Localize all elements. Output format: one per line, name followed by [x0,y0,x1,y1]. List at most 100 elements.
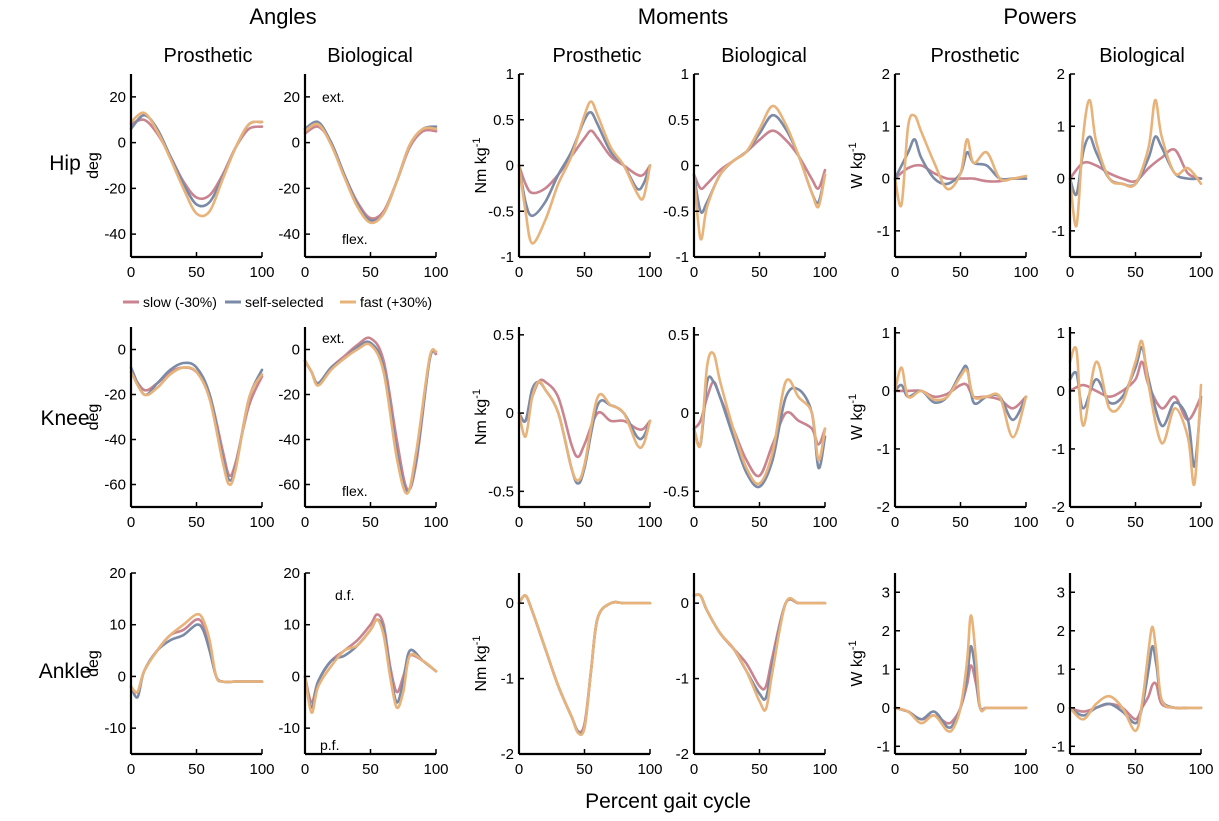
hip-moment-prosthetic-series-line [517,110,652,218]
subtitle-powers-prosthetic: Prosthetic [931,45,1020,67]
ankle-moment-biological-series-line [692,593,827,701]
ankle-moment-prosthetic-series-line [517,594,652,736]
hip-moment-biological-y-tick-label: 1 [681,66,689,83]
hip-power-biological-series-line [1068,98,1203,228]
row-label-ankle: Ankle [39,660,92,683]
ankle-angle-biological-y-tick-label: 10 [283,617,300,634]
ankle-power-biological-x-tick-label: 50 [1127,761,1144,778]
knee-angle-prosthetic-series-line [129,361,264,482]
knee-angle-biological-y-tick-label: -60 [278,477,300,494]
knee-power-biological-y-tick-label: 1 [1057,325,1065,342]
group-title-angles: Angles [249,4,316,29]
knee-power-biological-x-tick-label: 50 [1127,514,1144,531]
ankle-angle-prosthetic-y-tick-label: -10 [104,720,126,737]
ankle-power-prosthetic-series-line [893,644,1028,729]
figure-headers: Angles Moments Powers Prosthetic Biologi… [39,4,1185,813]
ankle-angle-prosthetic-y-label: deg [85,650,102,677]
knee-moment-biological-x-tick-label: 50 [751,514,768,531]
hip-moment-prosthetic-series-line [517,129,652,195]
knee-power-prosthetic-y-label: W kg-1 [847,394,866,440]
hip-power-biological-y-tick-label: 2 [1057,66,1065,83]
knee-angle-biological-y-tick-label: -40 [278,432,300,449]
knee-moment-biological-y-tick-label: -0.5 [663,483,689,500]
hip-power-biological-x-tick-label: 100 [1188,264,1213,281]
knee-power-biological-series-line [1068,345,1203,468]
hip-angle-biological-series-line [303,125,438,220]
knee-angle-biological-annotation: flex. [342,483,368,499]
hip-moment-prosthetic-x-tick-label: 50 [576,264,593,281]
hip-angle-prosthetic-y-tick-label: -20 [104,180,126,197]
ankle-power-biological-series-line [1068,625,1203,733]
ankle-moment-prosthetic-y-tick-label: -1 [501,671,514,688]
knee-angle-biological-series-line [303,336,438,492]
panel-knee-angle-prosthetic: 0 -20 -40 -60 0 50 100 deg [85,327,275,531]
knee-moment-prosthetic-x-tick-label: 100 [637,514,662,531]
ankle-moment-prosthetic-y-label: Nm kg-1 [471,635,490,691]
knee-angle-biological-y-tick-label: 0 [292,342,300,359]
knee-angle-prosthetic-y-label: deg [85,404,102,431]
knee-angle-prosthetic-series-line [129,366,264,478]
ankle-moment-biological-x-tick-label: 0 [690,761,698,778]
ankle-power-prosthetic-x-tick-label: 100 [1013,761,1038,778]
knee-power-prosthetic-y-tick-label: 0 [882,383,890,400]
panel-hip-moment-biological: 10.50-0.5-10 50 100 [663,66,837,281]
subtitle-moments-biological: Biological [721,45,807,67]
hip-power-prosthetic-y-tick-label: -1 [877,223,890,240]
knee-moment-prosthetic-y-tick-label: -0.5 [488,483,514,500]
hip-power-prosthetic-x-tick-label: 0 [891,264,899,281]
group-title-powers: Powers [1003,4,1076,29]
hip-moment-biological-series-line [692,104,827,241]
knee-power-prosthetic-series-line [893,366,1028,439]
hip-angle-biological-annotation: flex. [342,231,368,247]
hip-power-prosthetic-x-tick-label: 100 [1013,264,1038,281]
hip-angle-biological-annotation: ext. [322,89,345,105]
hip-angle-biological-y-tick-label: -40 [278,226,300,243]
hip-moment-prosthetic-x-tick-label: 100 [637,264,662,281]
hip-angle-prosthetic-y-tick-label: 20 [109,89,126,106]
knee-power-prosthetic-y-label-exponent: -1 [847,394,859,404]
knee-angle-biological-x-tick-label: 0 [301,514,309,531]
knee-angle-prosthetic-x-tick-label: 50 [188,514,205,531]
hip-power-biological-x-tick-label: 50 [1127,264,1144,281]
knee-power-biological-y-tick-label: -1 [1052,441,1065,458]
hip-moment-biological-y-tick-label: -0.5 [663,203,689,220]
hip-moment-biological-series-line [692,129,827,191]
ankle-moment-prosthetic-y-tick-label: 0 [506,595,514,612]
knee-angle-prosthetic-y-tick-label: -40 [104,432,126,449]
knee-power-biological-series-line [1068,339,1203,487]
knee-moment-prosthetic-y-tick-label: 0 [506,405,514,422]
knee-moment-biological-series-line [692,351,827,486]
ankle-angle-biological-y-tick-label: -10 [278,720,300,737]
row-label-hip: Hip [49,152,81,175]
knee-moment-prosthetic-y-label: Nm kg-1 [471,389,490,445]
hip-angle-biological-series-line [303,122,438,225]
ankle-moment-prosthetic-y-tick-label: -2 [501,746,514,763]
hip-moment-prosthetic-y-tick-label: -0.5 [488,203,514,220]
knee-angle-prosthetic-y-tick-label: -60 [104,477,126,494]
x-axis-label: Percent gait cycle [585,790,751,813]
knee-power-biological-y-tick-label: 0 [1057,383,1065,400]
legend: slow (-30%) self-selected fast (+30%) [123,294,432,310]
knee-moment-biological-series-line [692,375,827,489]
knee-power-prosthetic-series-line [893,364,1028,422]
ankle-power-prosthetic-y-tick-label: 3 [882,584,890,601]
hip-angle-prosthetic-y-tick-label: -40 [104,226,126,243]
ankle-power-prosthetic-x-tick-label: 0 [891,761,899,778]
knee-moment-prosthetic-x-tick-label: 50 [576,514,593,531]
hip-moment-prosthetic-x-tick-label: 0 [515,264,523,281]
ankle-angle-prosthetic-x-tick-label: 0 [127,761,135,778]
legend-label-self-selected: self-selected [245,294,324,310]
hip-moment-biological-y-tick-label: -1 [676,249,689,266]
subtitle-angles-biological: Biological [327,45,413,67]
ankle-power-prosthetic-y-tick-label: 0 [882,700,890,717]
knee-angle-biological-series-line [303,342,438,495]
hip-moment-prosthetic-series-line [517,100,652,245]
hip-moment-biological-x-tick-label: 0 [690,264,698,281]
ankle-power-prosthetic-y-label: W kg-1 [847,640,866,686]
knee-power-prosthetic-y-tick-label: -2 [877,499,890,516]
